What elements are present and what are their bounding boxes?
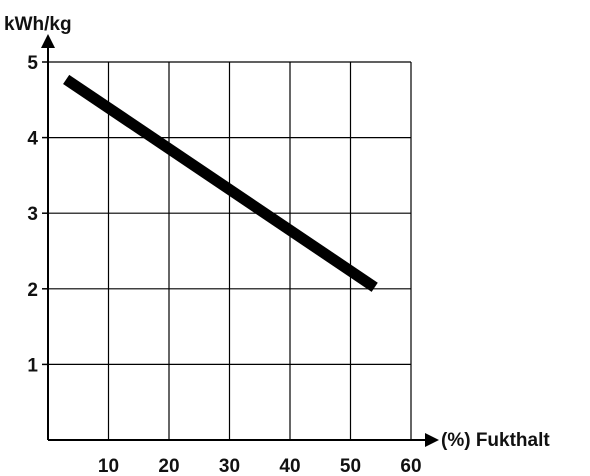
x-tick-label: 20: [158, 456, 179, 476]
y-axis-arrow: [41, 34, 55, 48]
x-tick-label: 30: [219, 456, 240, 476]
y-tick-label: 3: [27, 204, 38, 225]
x-tick-label: 50: [340, 456, 361, 476]
y-axis-label: kWh/kg: [4, 14, 72, 35]
x-axis-label: (%) Fukthalt: [441, 430, 550, 451]
y-tick-label: 1: [27, 355, 38, 376]
x-axis-arrow: [425, 433, 439, 447]
y-tick-label: 4: [27, 129, 38, 150]
x-tick-label: 40: [279, 456, 300, 476]
x-tick-label: 10: [98, 456, 119, 476]
x-tick-label: 60: [400, 456, 421, 476]
y-tick-label: 2: [27, 280, 38, 301]
series-layer: [63, 74, 378, 292]
y-tick-label: 5: [27, 53, 38, 74]
tick-labels: 10 20 30 40 50 60 1 2 3 4 5: [27, 53, 421, 476]
series-line: [63, 74, 378, 292]
axes: [41, 34, 439, 447]
grid: [48, 61, 412, 440]
